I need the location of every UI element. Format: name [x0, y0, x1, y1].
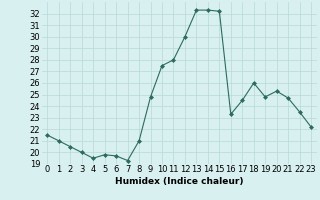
X-axis label: Humidex (Indice chaleur): Humidex (Indice chaleur): [115, 177, 244, 186]
